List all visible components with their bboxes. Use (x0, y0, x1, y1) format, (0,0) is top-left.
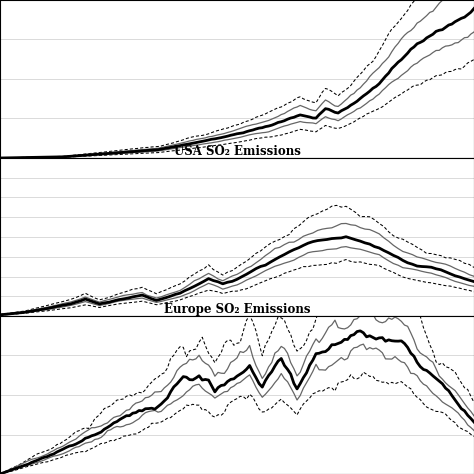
Title: Europe SO₂ Emissions: Europe SO₂ Emissions (164, 303, 310, 316)
Title: USA SO₂ Emissions: USA SO₂ Emissions (173, 145, 301, 158)
X-axis label: Year: Year (226, 336, 248, 346)
X-axis label: Year: Year (226, 177, 248, 187)
